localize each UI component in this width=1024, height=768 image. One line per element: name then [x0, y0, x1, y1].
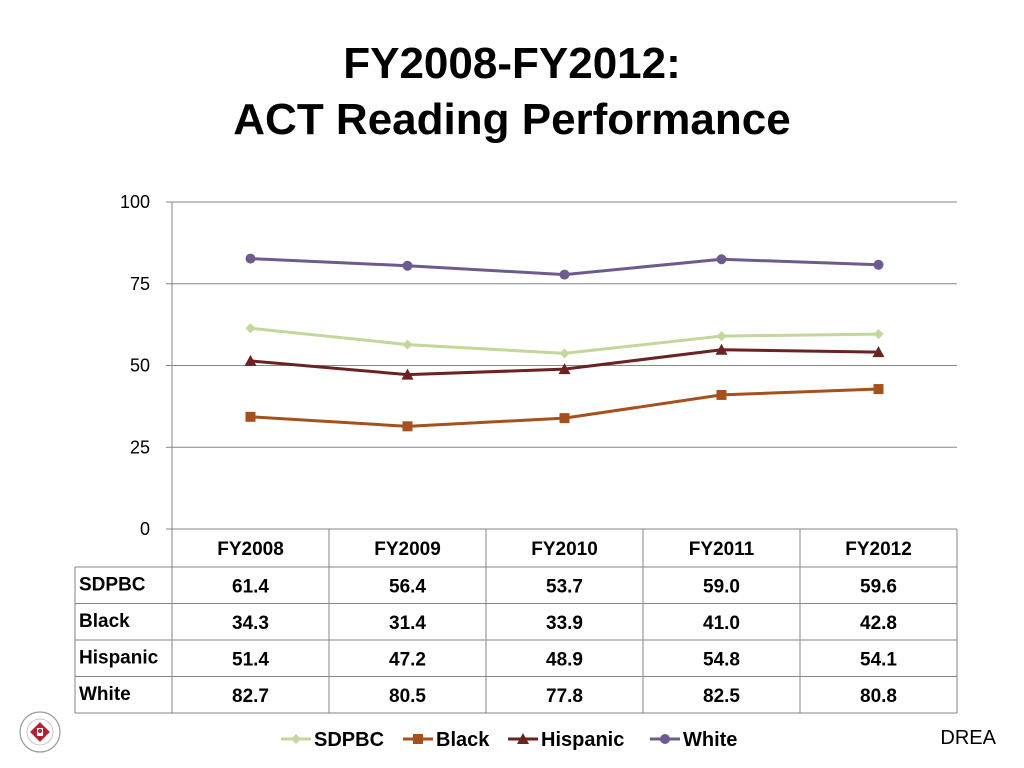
school-district-logo — [19, 711, 61, 753]
data-point-diamond — [291, 734, 301, 744]
table-cell-value: 48.9 — [546, 649, 583, 670]
chart-title-line2: ACT Reading Performance — [233, 95, 791, 144]
data-point-square — [413, 734, 423, 744]
data-point-circle — [660, 734, 670, 744]
table-cell-value: 54.1 — [860, 649, 897, 670]
y-tick-label: 100 — [120, 192, 150, 212]
table-cell-value: 33.9 — [546, 613, 583, 634]
data-point-circle — [559, 269, 570, 280]
table-row-label: SDPBC — [79, 574, 146, 595]
chart-title-line1: FY2008-FY2012: — [343, 39, 681, 88]
series-lines — [244, 253, 885, 432]
data-point-diamond — [559, 348, 570, 359]
data-point-diamond — [873, 329, 884, 340]
legend: SDPBC Black Hispanic White — [281, 729, 737, 751]
table-cell-value: 42.8 — [860, 613, 897, 634]
data-point-circle — [245, 253, 256, 264]
data-point-square — [245, 411, 256, 422]
data-point-diamond — [402, 339, 413, 350]
y-tick-label: 75 — [130, 274, 150, 294]
legend-label: White — [683, 729, 737, 751]
y-tick-label: 50 — [130, 356, 150, 376]
table-cell-value: 77.8 — [546, 686, 583, 707]
table-row-label: Hispanic — [79, 647, 159, 668]
data-point-triangle — [401, 368, 414, 380]
category-label: FY2012 — [845, 539, 912, 560]
table-cell-value: 51.4 — [232, 649, 269, 670]
data-point-square — [716, 389, 727, 400]
data-point-circle — [716, 254, 727, 265]
data-point-triangle — [517, 733, 529, 744]
data-point-square — [873, 384, 884, 395]
table-cell-value: 41.0 — [703, 613, 740, 634]
table-row-label: Black — [79, 611, 130, 632]
legend-label: Black — [436, 729, 490, 751]
data-point-circle — [873, 259, 884, 270]
data-table: FY2008 FY2009 FY2010 FY2011 FY2012 SDPBC 61.4 5… — [74, 529, 958, 714]
y-axis: 0 25 50 75 100 — [120, 192, 173, 539]
table-cell-value: 31.4 — [389, 613, 426, 634]
table-row-label: White — [79, 684, 131, 705]
table-cell-value: 80.5 — [389, 686, 426, 707]
data-point-triangle — [872, 346, 885, 358]
gridlines — [166, 201, 957, 530]
y-tick-label: 0 — [140, 519, 150, 539]
data-point-square — [402, 421, 413, 432]
table-cell-value: 53.7 — [546, 576, 583, 597]
data-point-triangle — [244, 354, 257, 366]
category-label: FY2011 — [689, 539, 755, 560]
y-tick-label: 25 — [130, 437, 150, 457]
table-cell-value: 59.6 — [860, 576, 897, 597]
data-point-triangle — [558, 363, 571, 375]
legend-label: Hispanic — [541, 729, 624, 751]
chart-title: FY2008-FY2012: ACT Reading Performance — [0, 36, 1024, 148]
data-point-diamond — [245, 323, 256, 334]
category-label: FY2009 — [374, 539, 441, 560]
category-label: FY2008 — [217, 539, 284, 560]
table-cell-value: 80.8 — [860, 686, 897, 707]
data-point-circle — [402, 260, 413, 271]
table-cell-value: 59.0 — [703, 576, 740, 597]
table-cell-value: 56.4 — [389, 576, 426, 597]
table-cell-value: 47.2 — [389, 649, 426, 670]
table-cell-value: 34.3 — [232, 613, 269, 634]
source-label: DREA — [940, 727, 996, 749]
table-cell-value: 82.7 — [232, 686, 269, 707]
table-cell-value: 54.8 — [703, 649, 740, 670]
category-label: FY2010 — [531, 539, 598, 560]
data-point-square — [559, 413, 570, 424]
data-point-triangle — [715, 343, 728, 355]
data-point-diamond — [716, 331, 727, 342]
legend-label: SDPBC — [314, 729, 384, 751]
table-cell-value: 82.5 — [703, 686, 740, 707]
table-cell-value: 61.4 — [232, 576, 269, 597]
